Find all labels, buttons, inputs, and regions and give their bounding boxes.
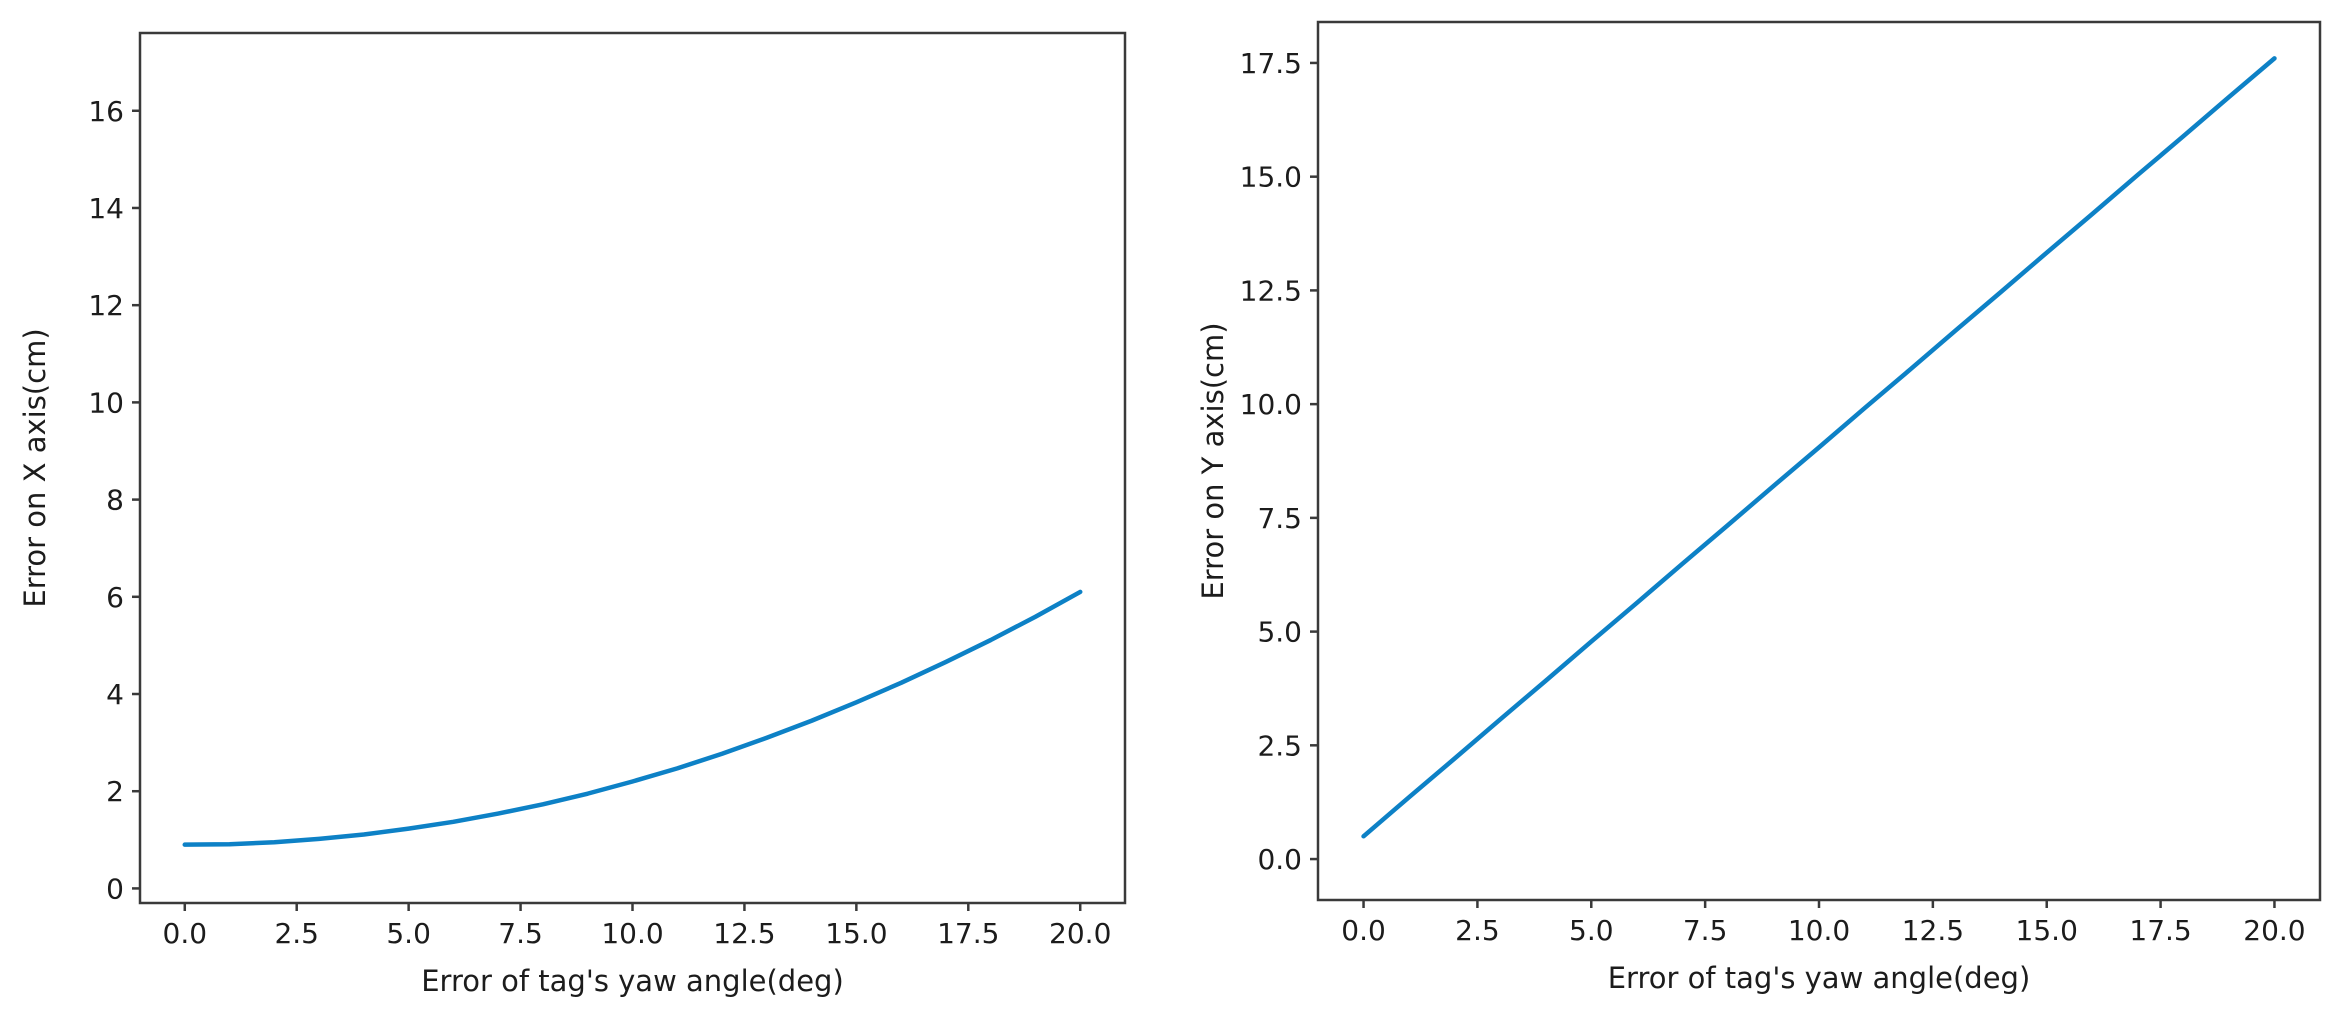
- x-tick-label: 12.5: [713, 917, 775, 950]
- y-tick-label: 12.5: [1240, 274, 1302, 307]
- x-tick-label: 5.0: [1569, 914, 1614, 947]
- y-tick-label: 14: [88, 192, 124, 225]
- x-tick-label: 20.0: [2243, 914, 2305, 947]
- x-tick-label: 17.5: [937, 917, 999, 950]
- x-tick-label: 10.0: [601, 917, 663, 950]
- y-tick-label: 17.5: [1240, 47, 1302, 80]
- x-tick-label: 0.0: [163, 917, 208, 950]
- x-tick-label: 20.0: [1049, 917, 1111, 950]
- y-tick-label: 15.0: [1240, 161, 1302, 194]
- error-x-chart: 0.0 2.5 5.0 7.5 10.0 12.5 15.0 17.5 20.0 0 2 4 6 8 10 1…: [18, 31, 1127, 998]
- x-tick-label: 0.0: [1341, 914, 1386, 947]
- y-tick-label: 10: [88, 386, 124, 419]
- error-y-chart: 0.0 2.5 5.0 7.5 10.0 12.5 15.0 17.5 20.0 0.0 2.5 5.…: [1196, 20, 2322, 995]
- x-tick-label: 15.0: [2016, 914, 2078, 947]
- x-tick-label: 17.5: [2129, 914, 2191, 947]
- y-tick-label: 0: [106, 872, 124, 905]
- y-tick-label: 10.0: [1240, 388, 1302, 421]
- x-axis-label: Error of tag's yaw angle(deg): [421, 964, 844, 998]
- y-tick-label: 6: [106, 581, 124, 614]
- y-tick-label: 2.5: [1257, 729, 1302, 762]
- x-axis-label: Error of tag's yaw angle(deg): [1608, 961, 2031, 995]
- x-tick-label: 5.0: [386, 917, 431, 950]
- y-tick-label: 4: [106, 678, 124, 711]
- data-series-line: [1361, 56, 2277, 839]
- y-tick-label: 7.5: [1257, 502, 1302, 535]
- y-tick-label: 2: [106, 775, 124, 808]
- axes-frame: [1316, 20, 2322, 902]
- x-tick-label: 7.5: [498, 917, 543, 950]
- x-tick-label: 12.5: [1902, 914, 1964, 947]
- y-tick-label: 8: [106, 484, 124, 517]
- x-tick-label: 2.5: [1455, 914, 1500, 947]
- y-axis-label: Error on X axis(cm): [18, 328, 52, 607]
- axes-frame: [138, 31, 1127, 905]
- y-axis-label: Error on Y axis(cm): [1196, 322, 1230, 599]
- y-tick-label: 0.0: [1257, 843, 1302, 876]
- x-tick-label: 2.5: [274, 917, 319, 950]
- y-tick-label: 5.0: [1257, 616, 1302, 649]
- y-tick-label: 16: [88, 95, 124, 128]
- x-tick-label: 15.0: [825, 917, 887, 950]
- x-tick-label: 10.0: [1788, 914, 1850, 947]
- y-tick-label: 12: [88, 289, 124, 322]
- data-series-line: [182, 589, 1083, 847]
- x-tick-label: 7.5: [1683, 914, 1728, 947]
